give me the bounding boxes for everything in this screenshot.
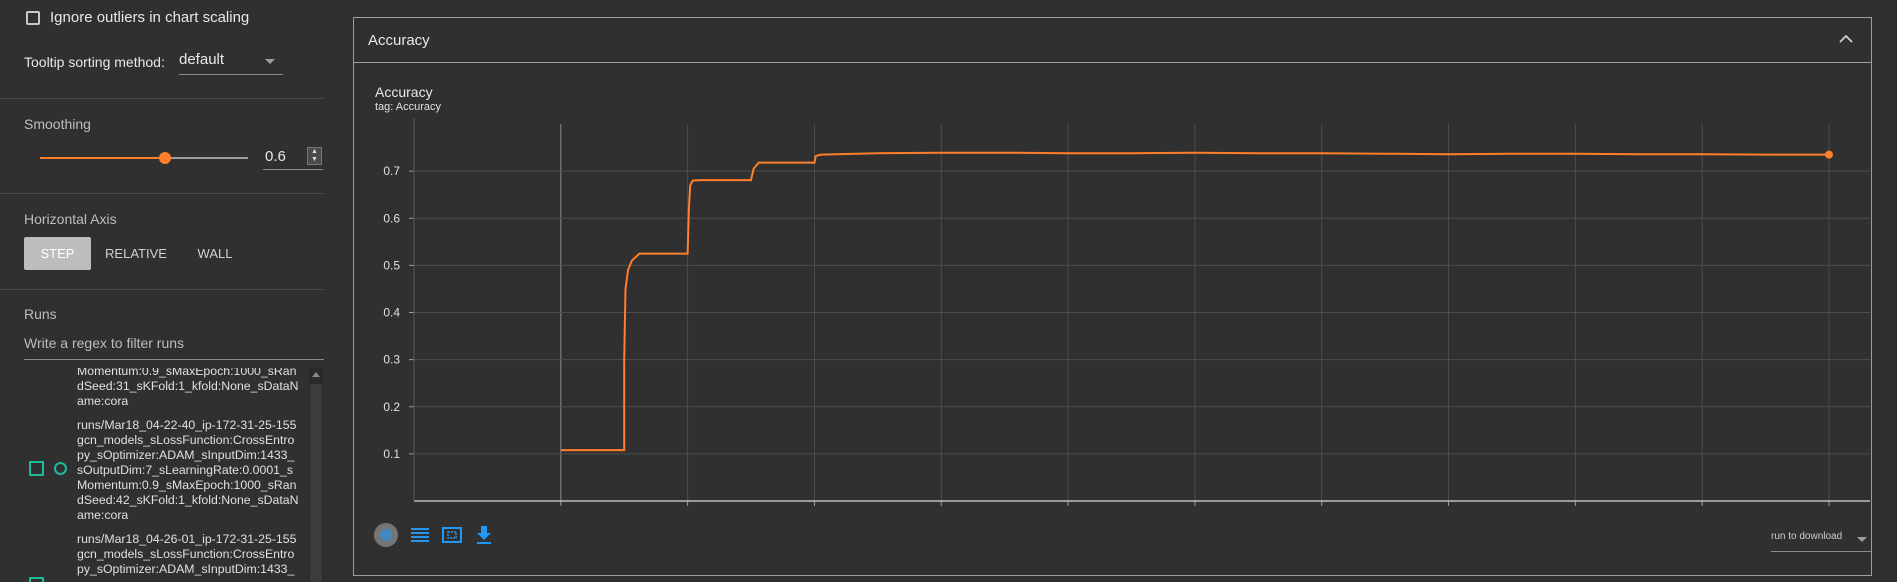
log-scale-icon[interactable] — [408, 523, 432, 547]
divider — [0, 98, 324, 99]
series-end-point — [1825, 150, 1833, 159]
sidebar: Ignore outliers in chart scaling Tooltip… — [0, 0, 324, 582]
scrollbar-thumb[interactable] — [310, 384, 322, 582]
tooltip-sort-label: Tooltip sorting method: — [24, 54, 165, 70]
divider — [0, 289, 324, 290]
accuracy-series-line — [560, 151, 1829, 452]
runs-list: Momentum:0.9_sMaxEpoch:1000_sRan dSeed:3… — [0, 368, 310, 582]
card-header[interactable]: Accuracy — [354, 18, 1871, 63]
smoothing-value: 0.6 — [265, 148, 286, 165]
spinner-icon[interactable]: ▲ ▼ — [307, 147, 322, 165]
axis-relative-button[interactable]: RELATIVE — [105, 246, 167, 261]
y-tick-label: 0.1 — [383, 447, 400, 461]
accuracy-card: Accuracy Accuracy tag: Accuracy 0.1 0.2 0.… — [353, 17, 1872, 576]
y-tick-label: 0.3 — [383, 353, 400, 367]
chevron-up-icon[interactable] — [1839, 34, 1853, 44]
card-title: Accuracy — [368, 32, 430, 49]
y-tick-label: 0.5 — [383, 258, 400, 272]
chart-title: Accuracy — [375, 84, 433, 100]
y-tick-label: 0.2 — [383, 400, 400, 414]
smoothing-title: Smoothing — [24, 116, 91, 132]
axis-wall-button[interactable]: WALL — [197, 246, 233, 261]
runs-title: Runs — [24, 306, 57, 322]
scroll-up-icon[interactable] — [312, 372, 320, 377]
run-item-checkbox[interactable] — [29, 577, 44, 582]
smoothing-input[interactable]: 0.6 ▲ ▼ — [263, 145, 323, 170]
download-icon[interactable] — [472, 523, 496, 547]
run-item-checkbox[interactable] — [29, 461, 44, 476]
ignore-outliers-checkbox[interactable] — [26, 11, 40, 25]
fit-domain-icon[interactable] — [374, 523, 398, 547]
chart-tag: tag: Accuracy — [375, 101, 442, 113]
tooltip-sort-value: default — [179, 51, 225, 68]
horizontal-axis-title: Horizontal Axis — [24, 211, 117, 227]
chevron-down-icon — [1857, 537, 1867, 542]
run-item-label: Momentum:0.9_sMaxEpoch:1000_sRan dSeed:3… — [77, 368, 299, 408]
smoothing-slider-fill — [40, 157, 165, 159]
y-tick-label: 0.7 — [383, 164, 400, 178]
select-zoom-icon[interactable] — [440, 523, 464, 547]
ignore-outliers-label: Ignore outliers in chart scaling — [50, 9, 250, 26]
y-tick-label: 0.4 — [383, 306, 400, 320]
axis-step-button[interactable]: STEP — [24, 237, 91, 270]
runs-scrollbar[interactable] — [309, 368, 323, 582]
chevron-down-icon — [265, 59, 275, 64]
accuracy-chart[interactable]: 0.1 0.2 0.3 0.4 0.5 0.6 0.7 — [354, 18, 1871, 518]
tooltip-sort-select[interactable]: default — [179, 51, 283, 75]
y-tick-label: 0.6 — [383, 211, 400, 225]
smoothing-slider-thumb[interactable] — [158, 152, 171, 164]
run-to-download-label: run to download — [1771, 531, 1843, 542]
divider — [0, 193, 324, 194]
run-item-label: runs/Mar18_04-26-01_ip-172-31-25-155 gcn… — [77, 532, 297, 576]
run-to-download-select[interactable]: run to download — [1771, 531, 1871, 552]
run-item-color-icon[interactable] — [54, 462, 67, 475]
run-item-label: runs/Mar18_04-22-40_ip-172-31-25-155 gcn… — [77, 418, 299, 522]
runs-filter-input[interactable]: Write a regex to filter runs — [24, 335, 324, 360]
